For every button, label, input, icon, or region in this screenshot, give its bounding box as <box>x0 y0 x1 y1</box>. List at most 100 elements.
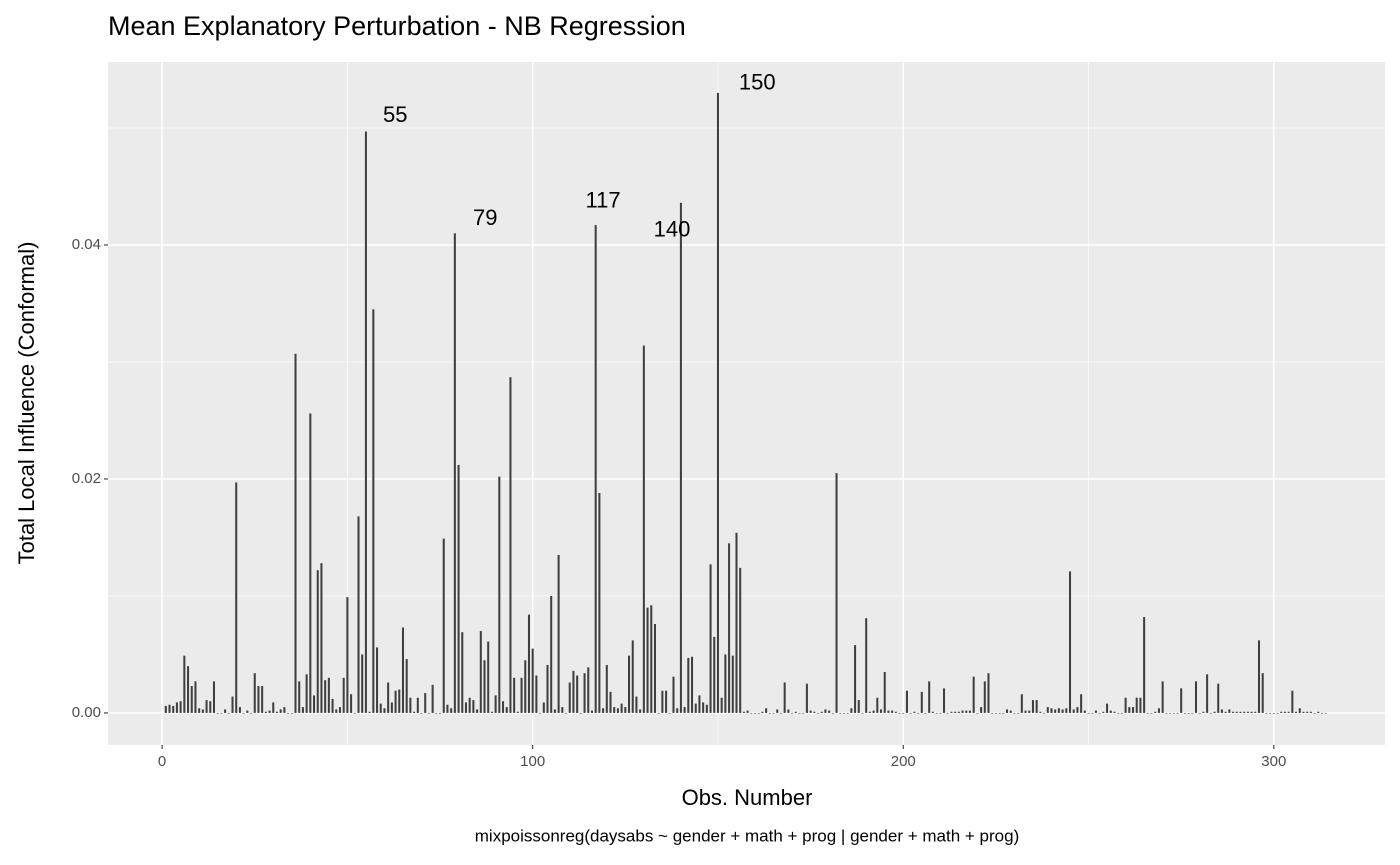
bar <box>1213 711 1216 713</box>
labels: 55 79 117 140 150 <box>383 69 776 241</box>
bar <box>468 697 471 713</box>
bar <box>1228 709 1231 713</box>
bar <box>913 711 916 713</box>
bar <box>965 710 968 713</box>
bar <box>246 710 249 713</box>
bar <box>691 656 694 713</box>
bar <box>950 711 953 713</box>
bar <box>1054 709 1057 713</box>
bar <box>876 697 879 713</box>
bar <box>1309 711 1312 713</box>
bar <box>257 686 260 713</box>
bar <box>205 700 208 713</box>
bar <box>594 225 597 713</box>
bar <box>1206 674 1209 713</box>
bar <box>175 702 178 713</box>
bar <box>1176 712 1179 714</box>
bar <box>946 712 949 714</box>
bar <box>861 712 864 714</box>
bar <box>368 711 371 713</box>
bar <box>683 707 686 713</box>
bar <box>1028 710 1031 713</box>
y-tick-label: 0.00 <box>72 704 101 721</box>
x-axis-title: Obs. Number <box>682 785 813 810</box>
bar <box>865 618 868 713</box>
bar <box>187 666 190 713</box>
bar <box>464 702 467 713</box>
bar <box>1102 711 1105 713</box>
bar <box>887 710 890 713</box>
bar <box>1320 712 1324 714</box>
bar <box>1109 710 1112 713</box>
bar <box>1287 711 1290 713</box>
bar <box>650 605 653 713</box>
bar <box>709 564 712 713</box>
bar <box>1080 694 1083 713</box>
bar <box>1172 712 1175 714</box>
bar <box>487 641 490 713</box>
bar <box>1024 710 1027 713</box>
bar <box>761 711 764 713</box>
bar <box>805 683 808 713</box>
bar <box>1302 711 1305 713</box>
bar <box>968 710 971 713</box>
bar <box>742 711 745 713</box>
bar <box>1298 708 1301 713</box>
bar <box>891 710 894 713</box>
annotation: 79 <box>473 205 497 230</box>
bar <box>898 712 901 714</box>
bar <box>301 707 304 713</box>
bar <box>1098 712 1101 714</box>
bar <box>383 708 386 713</box>
bar <box>605 664 608 713</box>
bar <box>705 704 708 713</box>
bar <box>342 677 345 713</box>
bar <box>957 711 960 713</box>
bar <box>1009 710 1012 713</box>
bar <box>494 695 497 713</box>
bar <box>702 702 705 713</box>
bar <box>1306 711 1309 713</box>
bar <box>242 712 245 714</box>
bar <box>802 712 805 714</box>
bar <box>1198 712 1201 714</box>
x-tick-label: 100 <box>520 753 545 770</box>
bar <box>535 675 538 713</box>
bar <box>1291 690 1294 713</box>
bar <box>565 712 568 714</box>
bar <box>590 710 593 713</box>
bar <box>527 614 530 713</box>
bar <box>653 624 656 713</box>
bar <box>813 711 816 713</box>
bar <box>1128 707 1131 713</box>
bar <box>338 707 341 713</box>
bar <box>509 377 512 713</box>
bar <box>1165 712 1168 714</box>
bar <box>305 674 308 713</box>
bar <box>1046 707 1049 713</box>
bar <box>1002 712 1005 714</box>
bar <box>353 712 356 714</box>
bar <box>879 709 883 713</box>
annotation: 117 <box>586 188 621 213</box>
bar <box>798 712 801 714</box>
bar <box>261 686 264 713</box>
bar <box>550 595 553 713</box>
bar <box>1209 712 1212 714</box>
bar <box>831 712 834 714</box>
bar <box>846 712 849 714</box>
bar <box>983 681 986 713</box>
bar <box>287 712 290 714</box>
bar <box>498 476 501 713</box>
x-tick-label: 200 <box>891 753 916 770</box>
bar <box>602 708 605 713</box>
bar <box>1113 711 1116 713</box>
bar <box>1076 707 1079 713</box>
x-tick-label: 300 <box>1261 753 1286 770</box>
bar <box>168 704 171 713</box>
bar <box>583 673 586 713</box>
bar <box>1276 712 1279 714</box>
bar <box>1139 697 1142 713</box>
bar <box>731 655 734 713</box>
bar <box>980 707 983 713</box>
